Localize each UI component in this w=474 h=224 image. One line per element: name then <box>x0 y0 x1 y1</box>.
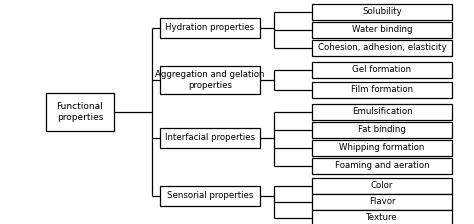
FancyBboxPatch shape <box>312 40 452 56</box>
FancyBboxPatch shape <box>160 18 260 38</box>
Text: Gel formation: Gel formation <box>353 65 411 75</box>
Text: Foaming and aeration: Foaming and aeration <box>335 162 429 170</box>
FancyBboxPatch shape <box>312 140 452 156</box>
FancyBboxPatch shape <box>312 194 452 210</box>
Text: Fat binding: Fat binding <box>358 125 406 134</box>
Text: Texture: Texture <box>366 213 398 222</box>
FancyBboxPatch shape <box>312 210 452 224</box>
Text: Aggregation and gelation
properties: Aggregation and gelation properties <box>155 70 265 90</box>
Text: Sensorial properties: Sensorial properties <box>167 192 253 200</box>
Text: Color: Color <box>371 181 393 190</box>
FancyBboxPatch shape <box>312 178 452 194</box>
FancyBboxPatch shape <box>160 128 260 148</box>
Text: Functional
properties: Functional properties <box>56 102 103 122</box>
Text: Water binding: Water binding <box>352 26 412 34</box>
FancyBboxPatch shape <box>46 93 114 131</box>
Text: Film formation: Film formation <box>351 86 413 95</box>
Text: Whipping formation: Whipping formation <box>339 144 425 153</box>
FancyBboxPatch shape <box>160 186 260 206</box>
FancyBboxPatch shape <box>312 62 452 78</box>
FancyBboxPatch shape <box>312 22 452 38</box>
FancyBboxPatch shape <box>312 158 452 174</box>
FancyBboxPatch shape <box>312 104 452 120</box>
Text: Cohesion, adhesion, elasticity: Cohesion, adhesion, elasticity <box>318 43 447 52</box>
Text: Hydration properties: Hydration properties <box>165 24 255 32</box>
FancyBboxPatch shape <box>312 122 452 138</box>
Text: Solubility: Solubility <box>362 7 402 17</box>
Text: Flavor: Flavor <box>369 198 395 207</box>
Text: Interfacial properties: Interfacial properties <box>165 134 255 142</box>
FancyBboxPatch shape <box>312 4 452 20</box>
Text: Emulsification: Emulsification <box>352 108 412 116</box>
FancyBboxPatch shape <box>312 82 452 98</box>
FancyBboxPatch shape <box>160 66 260 94</box>
